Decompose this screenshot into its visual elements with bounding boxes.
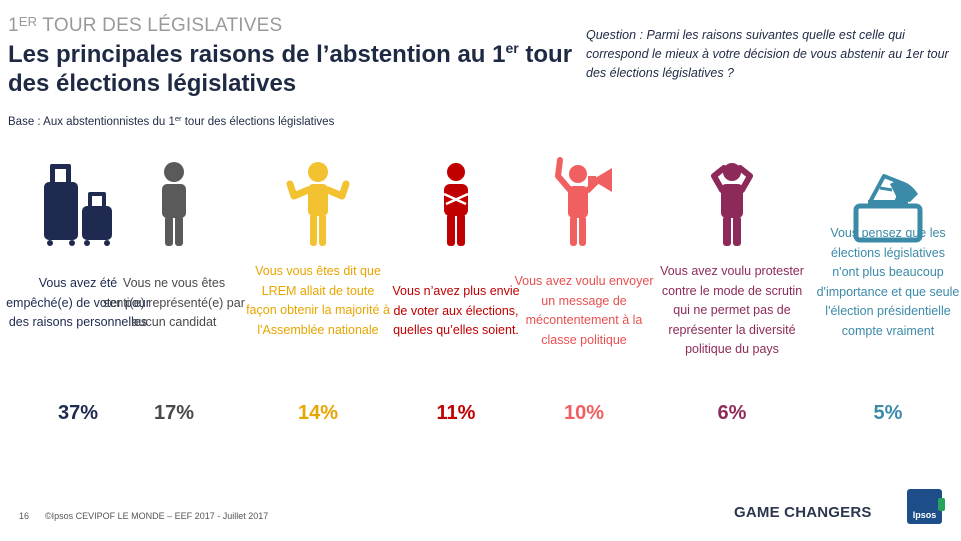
reason-label: Vous ne vous êtes senti(e) représenté(e)…	[103, 276, 245, 329]
ipsos-logo: Ipsos	[907, 489, 945, 524]
kicker-text: TOUR DES LÉGISLATIVES	[42, 15, 283, 36]
page-title: Les principales raisons de l’abstention …	[8, 40, 578, 98]
reason-column-discontent: Vous avez voulu envoyer un message de mé…	[506, 150, 662, 440]
reason-column-voting-system: Vous avez voulu protester contre le mode…	[654, 150, 810, 440]
arms-crossed-person-icon	[443, 163, 469, 246]
shrug-person-icon	[286, 162, 350, 246]
reason-percentage: 10%	[563, 402, 605, 424]
kicker-superscript: ER	[18, 14, 38, 29]
base-note: Base : Aux abstentionnistes du 1er tour …	[8, 114, 334, 128]
ballot-box-icon	[853, 174, 923, 243]
reason-percentage: 17%	[153, 402, 195, 424]
footer-source: 16 ©Ipsos CEVIPOF LE MONDE – EEF 2017 - J…	[19, 511, 268, 521]
reason-label: Vous avez été empêché(e) de voter pour d…	[6, 276, 150, 329]
person-icon	[162, 162, 186, 246]
reason-percentage: 37%	[57, 402, 99, 424]
reason-percentage: 14%	[297, 402, 339, 424]
reason-label: Vous n’avez plus envie de voter aux élec…	[392, 284, 520, 337]
reason-column-lrem-majority: Vous vous êtes dit que LREM allait de to…	[240, 150, 396, 440]
logo-text: Ipsos	[912, 510, 937, 520]
reason-column-no-desire: Vous n’avez plus envie de voter aux élec…	[378, 150, 534, 440]
frustrated-person-icon	[711, 163, 753, 246]
page-number: 16	[19, 511, 30, 521]
reason-column-presidential-only: Vous pensez que les élections législativ…	[810, 150, 961, 440]
kicker-prefix: 1	[8, 15, 19, 36]
suitcase-icon	[44, 164, 112, 246]
reason-percentage: 6%	[717, 402, 747, 424]
section-kicker: 1ER TOUR DES LÉGISLATIVES	[8, 14, 282, 37]
reason-column-personal: Vous avez été empêché(e) de voter pour d…	[0, 150, 156, 440]
title-part-1: Les principales raisons de l’abstention …	[8, 41, 506, 68]
survey-question: Question : Parmi les raisons suivantes q…	[586, 28, 949, 80]
reason-column-not-represented: Vous ne vous êtes senti(e) représenté(e)…	[96, 150, 252, 440]
source-credit: ©Ipsos CEVIPOF LE MONDE – EEF 2017 - Jui…	[45, 511, 269, 521]
title-superscript: er	[505, 40, 519, 56]
reason-percentage: 11%	[436, 402, 476, 424]
reason-label: Vous vous êtes dit que LREM allait de to…	[246, 264, 390, 337]
megaphone-person-icon	[555, 157, 612, 246]
title-part-2: tour des élections législatives	[8, 41, 573, 97]
base-prefix: Base : Aux abstentionnistes du 1	[8, 116, 175, 128]
reason-label: Vous avez voulu envoyer un message de mé…	[514, 274, 654, 347]
game-changers-tagline: GAME CHANGERS	[734, 504, 872, 521]
reason-percentage: 5%	[873, 402, 903, 424]
reason-label: Vous avez voulu protester contre le mode…	[660, 264, 804, 356]
base-superscript: er	[174, 114, 182, 123]
reason-label: Vous pensez que les élections législativ…	[816, 226, 960, 338]
base-suffix: tour des élections législatives	[181, 116, 335, 128]
